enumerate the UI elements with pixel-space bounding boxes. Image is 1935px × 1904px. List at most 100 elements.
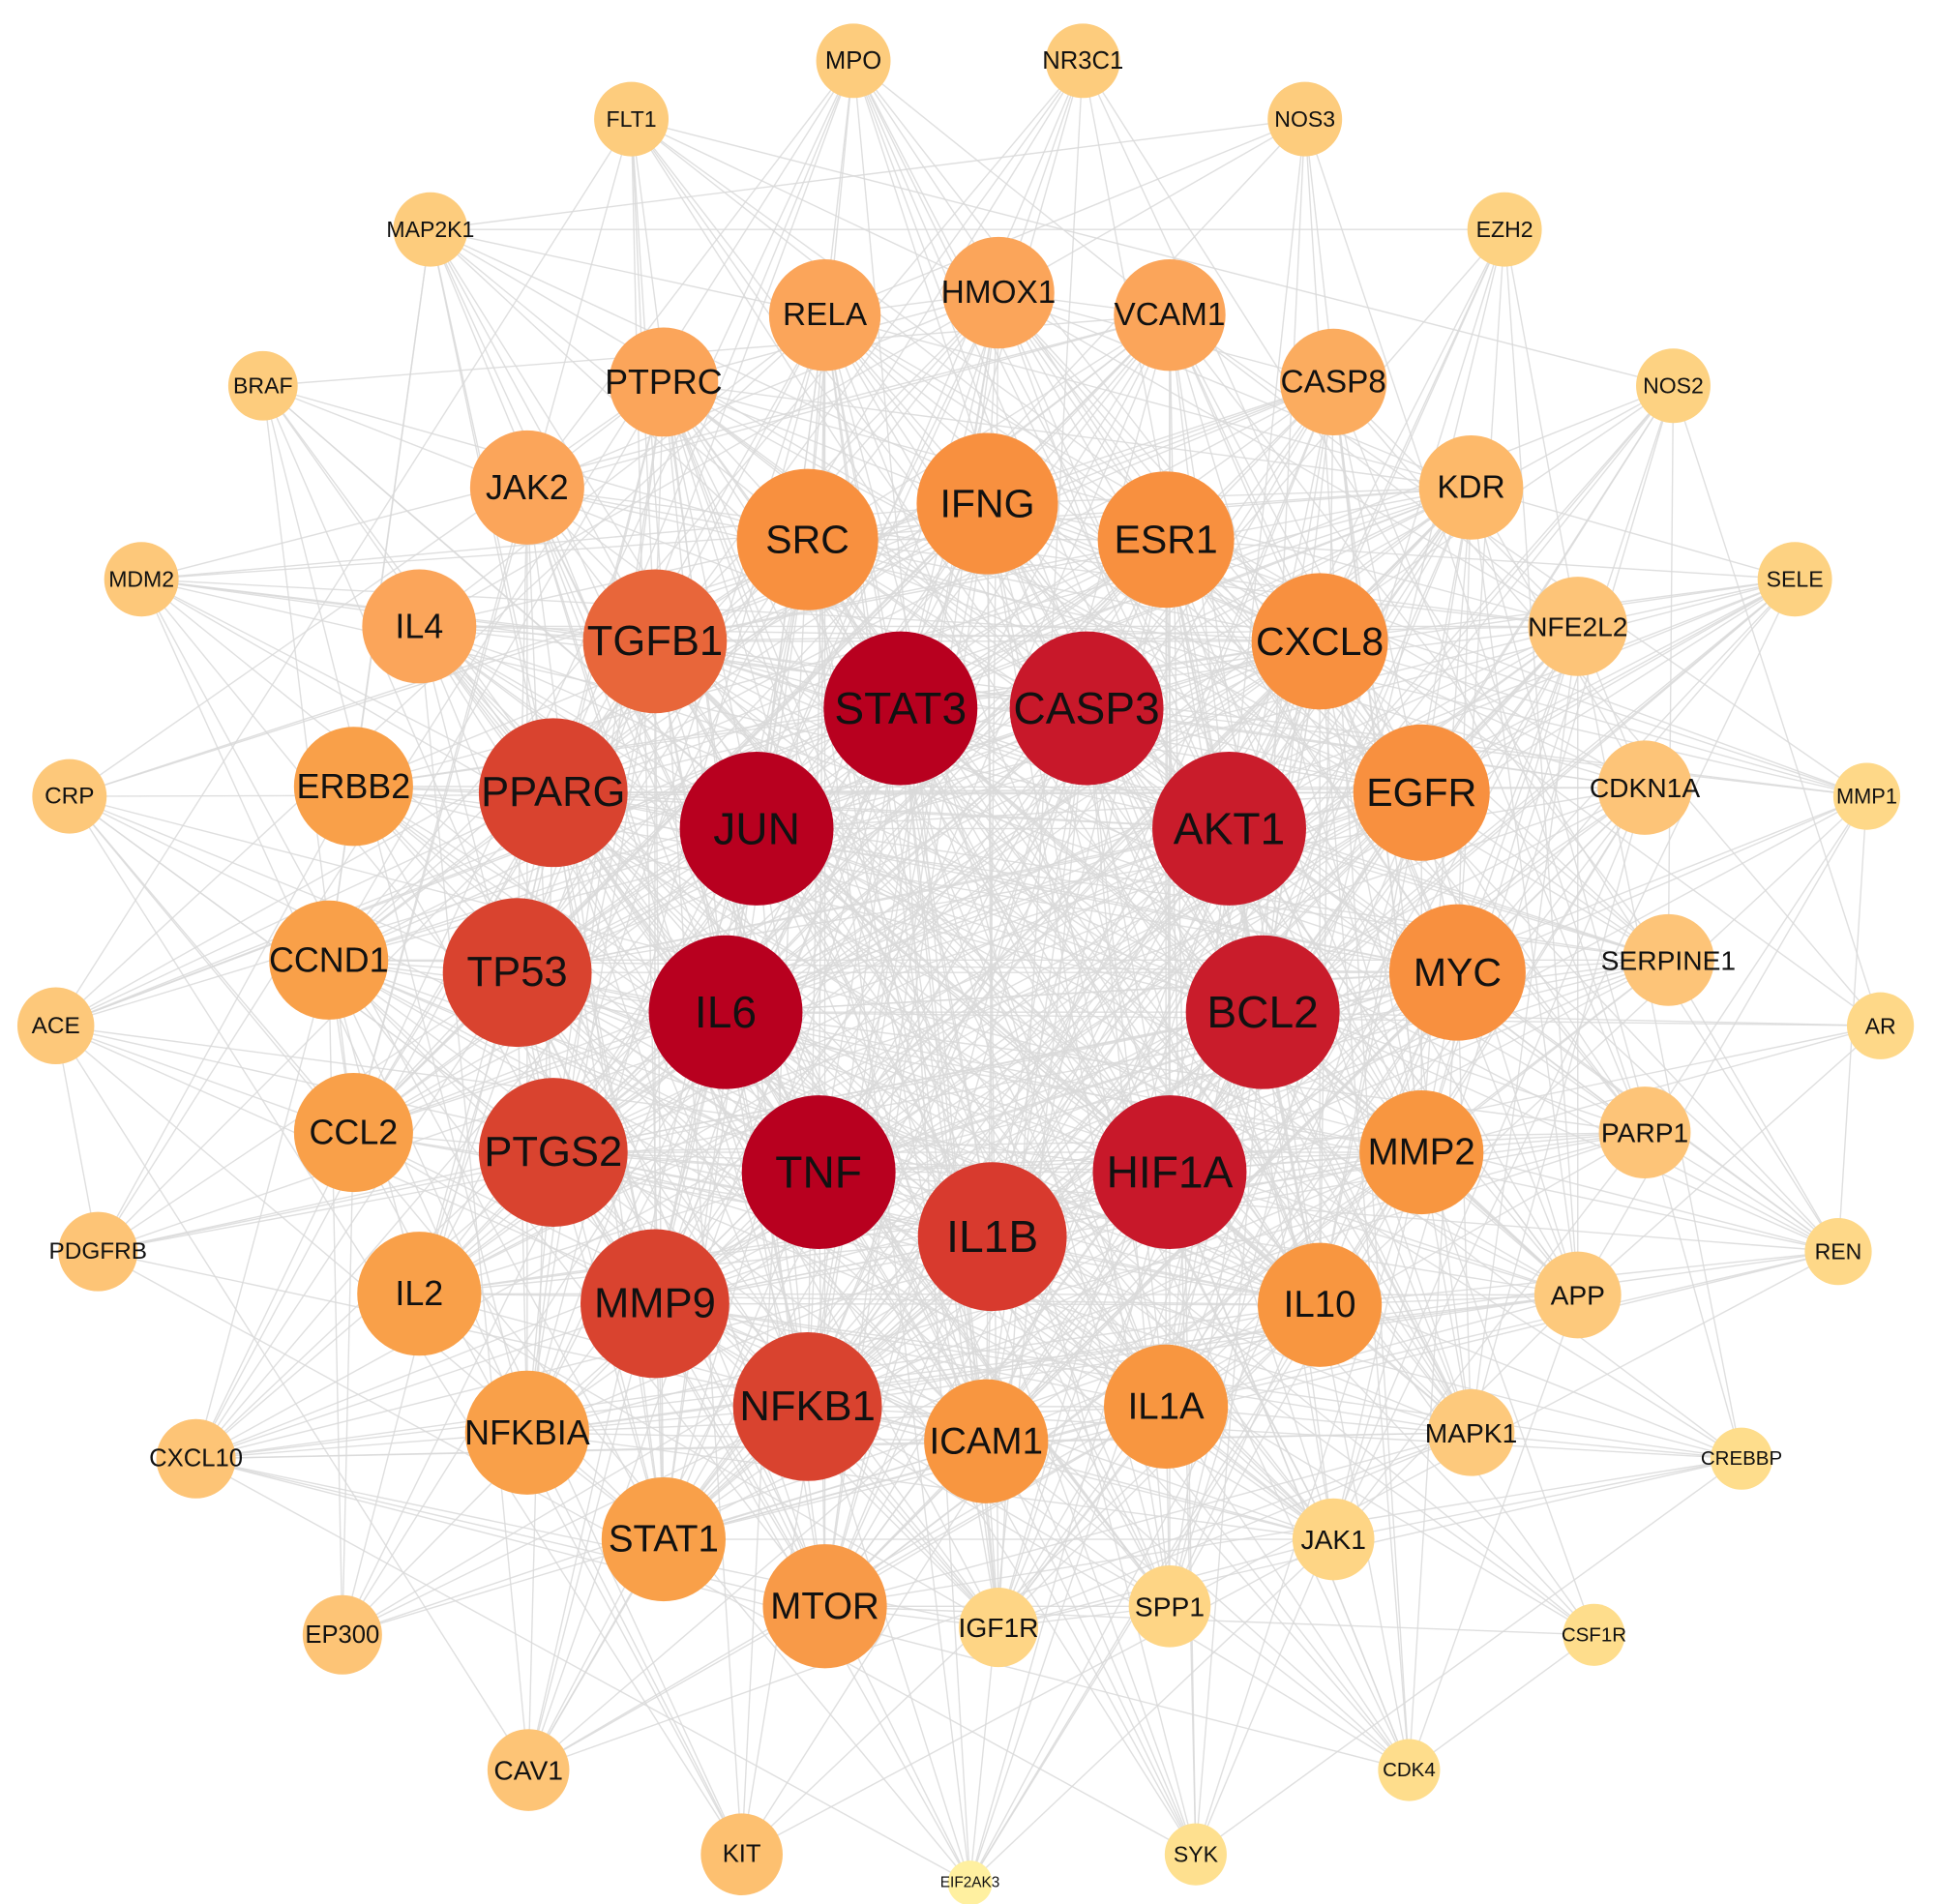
node-label: IL4 [395, 607, 443, 645]
node [1427, 1388, 1515, 1476]
node [32, 759, 107, 834]
edge [824, 1432, 1472, 1607]
edge [1319, 640, 1422, 1153]
node [1563, 1603, 1625, 1666]
edge [1304, 118, 1646, 1133]
node-label: CREBBP [1701, 1447, 1782, 1470]
node-label: AKT1 [1174, 803, 1285, 853]
edge [430, 228, 825, 316]
edge [1169, 314, 1579, 628]
node-label: PDGFRB [49, 1238, 147, 1264]
edge [1577, 1025, 1882, 1296]
node-label: PTGS2 [484, 1129, 622, 1175]
node-label: MTOR [770, 1586, 879, 1627]
edge [852, 60, 1171, 316]
edge [1195, 1458, 1742, 1856]
edge [818, 791, 1422, 1174]
edge [262, 385, 528, 1433]
node-label: MAPK1 [1425, 1417, 1518, 1448]
edge [55, 1025, 529, 1770]
node [464, 1370, 589, 1495]
edge [418, 625, 1742, 1460]
node-label: ACE [32, 1013, 80, 1039]
edge [1503, 229, 1579, 1295]
node [1353, 724, 1490, 861]
node [1533, 1251, 1622, 1339]
node [1267, 81, 1343, 157]
edge [725, 1012, 826, 1607]
node [302, 1594, 382, 1675]
edge [552, 314, 826, 1153]
node [1359, 1089, 1484, 1215]
node-label: SERPINE1 [1601, 944, 1736, 975]
node-label: MMP2 [1368, 1132, 1475, 1174]
edge [987, 503, 1458, 973]
node [1388, 904, 1526, 1041]
edge [552, 792, 656, 1304]
edge [654, 503, 989, 1304]
edge [1332, 381, 1473, 1433]
edge [824, 1458, 1742, 1607]
edge [262, 385, 727, 1013]
node-label: IL1B [946, 1211, 1038, 1262]
edge [1420, 626, 1579, 1153]
node-label: CRP [45, 784, 94, 810]
node [442, 898, 592, 1048]
node [1710, 1427, 1773, 1490]
node-label: SELE [1767, 567, 1824, 592]
node [1104, 1344, 1229, 1469]
edge [517, 971, 999, 1628]
edge [328, 381, 665, 961]
edge [353, 579, 1796, 1134]
node [1092, 1095, 1247, 1250]
edge [194, 1132, 355, 1460]
node-label: IL1A [1128, 1385, 1205, 1427]
edge [1667, 959, 1839, 1252]
edge [1503, 229, 1579, 627]
edge [342, 1406, 808, 1636]
node-label: VCAM1 [1115, 297, 1226, 333]
node-label: ERBB2 [297, 767, 411, 806]
edge [328, 314, 1171, 961]
node-label: EIF2AK3 [940, 1875, 1000, 1891]
node [736, 468, 878, 610]
edge [1165, 1250, 1839, 1408]
edge [725, 1011, 1171, 1174]
edge [140, 579, 665, 1540]
node-label: BCL2 [1206, 987, 1318, 1037]
edge [1644, 795, 1868, 1133]
node [1114, 258, 1226, 372]
edge [97, 786, 355, 1252]
node [1045, 23, 1120, 99]
node [1378, 1739, 1441, 1801]
edge [195, 795, 1867, 1460]
edge [342, 1132, 355, 1635]
node [917, 1162, 1067, 1312]
node-label: NFKB1 [739, 1383, 875, 1430]
edge [69, 795, 1839, 1253]
node-label: CAV1 [493, 1755, 563, 1786]
node [293, 1073, 413, 1193]
node [227, 350, 298, 421]
edge [526, 313, 1171, 489]
edge [140, 579, 554, 793]
edge [1333, 1458, 1742, 1540]
edge [631, 118, 999, 294]
node-label: CDK4 [1383, 1759, 1436, 1781]
edge [1420, 1151, 1595, 1636]
node-label: SPP1 [1135, 1591, 1205, 1621]
node-label: MAP2K1 [386, 217, 474, 242]
edge [807, 1406, 1334, 1540]
node [1804, 1218, 1872, 1286]
edge [654, 314, 1171, 642]
edge [194, 960, 330, 1459]
node-label: CSF1R [1562, 1623, 1626, 1646]
edge [1667, 385, 1675, 961]
edge [1319, 487, 1473, 1305]
node-label: IL2 [395, 1274, 443, 1313]
edge [194, 971, 519, 1460]
edge [1319, 795, 1867, 1306]
edge [654, 640, 665, 1540]
edge [1169, 314, 1422, 1153]
node [959, 1588, 1039, 1668]
